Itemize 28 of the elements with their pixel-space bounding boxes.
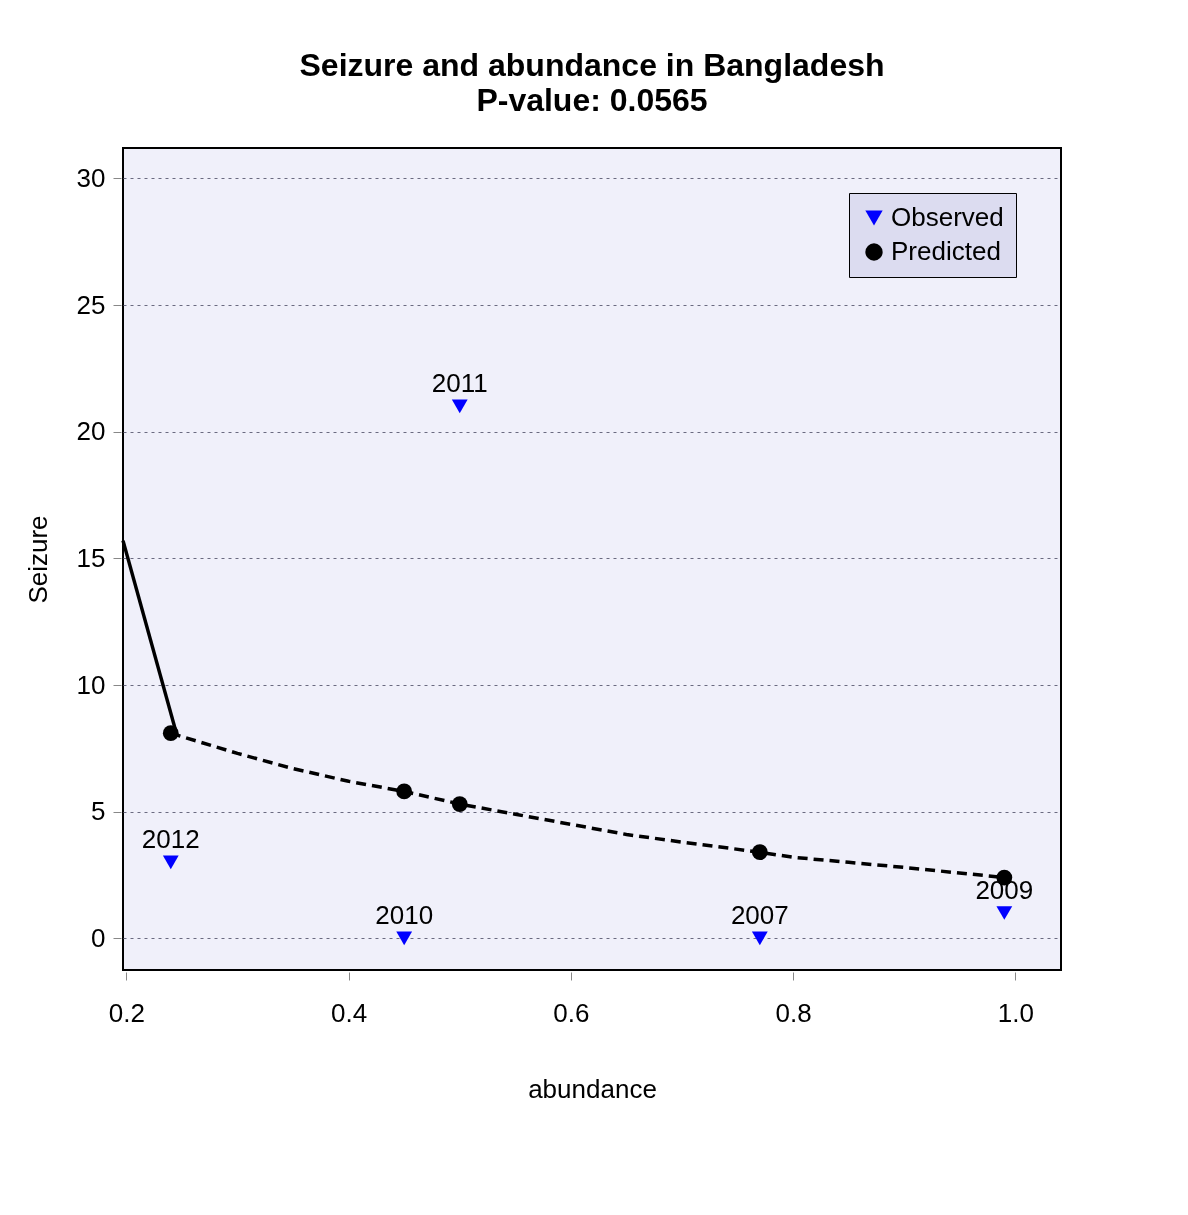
y-tick-label: 5 (91, 796, 106, 827)
y-tick-label: 25 (76, 289, 106, 320)
point (996, 906, 1013, 920)
x-axis-title: abundance (528, 1073, 657, 1104)
y-tick-label: 0 (91, 922, 106, 953)
x-tick-label: 1.0 (997, 997, 1035, 1028)
point (396, 931, 413, 946)
annotation: 2009 (975, 875, 1034, 905)
y-tick-label: 10 (76, 669, 106, 700)
point (751, 931, 768, 946)
legend-label: Predicted (891, 236, 1001, 266)
point (162, 855, 179, 870)
x-tick-label: 0.8 (775, 997, 812, 1028)
annotation: 2011 (431, 368, 488, 399)
y-tick-label: 30 (76, 162, 106, 193)
annotation: 2010 (375, 900, 434, 931)
chart-title: Seizure and abundance in Bangladesh (299, 47, 885, 83)
y-tick-label: 15 (76, 542, 106, 573)
annotation: 2007 (730, 900, 789, 931)
chart-subtitle: P-value: 0.0565 (476, 82, 708, 118)
point (451, 399, 468, 414)
x-tick-label: 0.2 (108, 997, 145, 1028)
annotation: 2012 (141, 824, 200, 855)
x-tick-label: 0.6 (553, 997, 590, 1028)
legend-label: Observed (891, 202, 1004, 232)
x-tick-label: 0.4 (331, 997, 368, 1028)
y-tick-label: 20 (76, 416, 106, 447)
y-axis-title: Seizure (22, 515, 53, 604)
